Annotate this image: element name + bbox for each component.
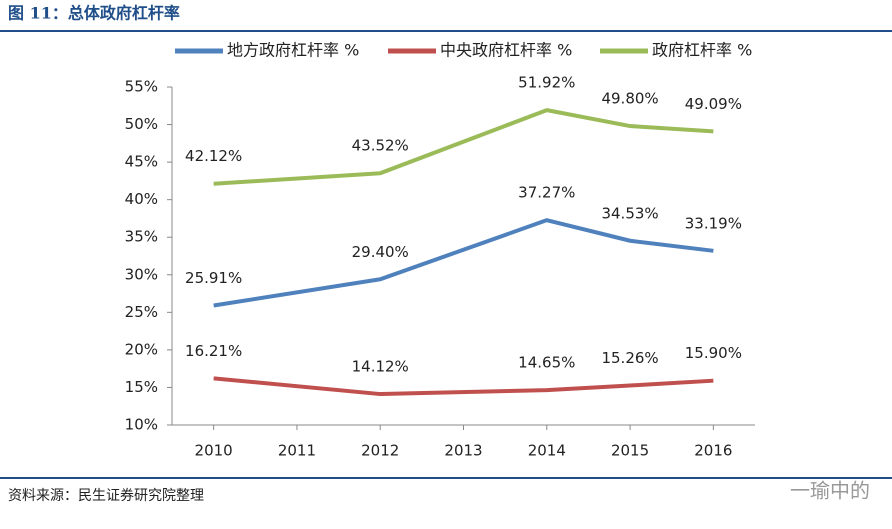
data-label: 43.52% [352,137,409,155]
data-label: 49.09% [685,95,742,113]
data-label: 16.21% [185,342,242,360]
x-tick-label: 2013 [444,442,482,460]
x-tick-label: 2012 [361,442,399,460]
y-tick-label: 20% [125,340,158,358]
data-label: 15.90% [685,344,742,362]
data-label: 14.65% [518,354,575,372]
data-label: 51.92% [518,74,575,92]
y-tick-label: 45% [125,153,158,171]
chart-title: 图 11：总体政府杠杆率 [8,4,180,23]
legend-label: 地方政府杠杆率 % [227,41,359,60]
series-line [213,108,714,186]
series-line [213,218,714,308]
legend-label: 中央政府杠杆率 % [440,41,572,60]
data-label: 29.40% [352,243,409,261]
y-tick-label: 30% [125,265,158,283]
watermark: 一瑜中的 [790,479,870,503]
source-note: 资料来源：民生证券研究院整理 [8,488,204,504]
y-tick-label: 10% [125,416,158,434]
x-tick-label: 2010 [195,442,233,460]
x-tick-label: 2014 [528,442,566,460]
y-tick-label: 35% [125,228,158,246]
legend-label: 政府杠杆率 % [652,41,752,60]
y-tick-label: 50% [125,115,158,133]
x-tick-label: 2011 [278,442,316,460]
x-tick-label: 2016 [694,442,732,460]
y-tick-label: 25% [125,303,158,321]
data-label: 42.12% [185,147,242,165]
data-label: 49.80% [601,90,658,108]
data-label: 15.26% [601,349,658,367]
data-label: 25.91% [185,269,242,287]
y-tick-label: 15% [125,378,158,396]
y-tick-label: 55% [125,78,158,96]
series-line [213,376,714,397]
data-label: 37.27% [518,184,575,202]
data-label: 34.53% [601,204,658,222]
data-label: 33.19% [685,214,742,232]
x-tick-label: 2015 [611,442,649,460]
y-tick-label: 40% [125,190,158,208]
data-label: 14.12% [352,358,409,376]
